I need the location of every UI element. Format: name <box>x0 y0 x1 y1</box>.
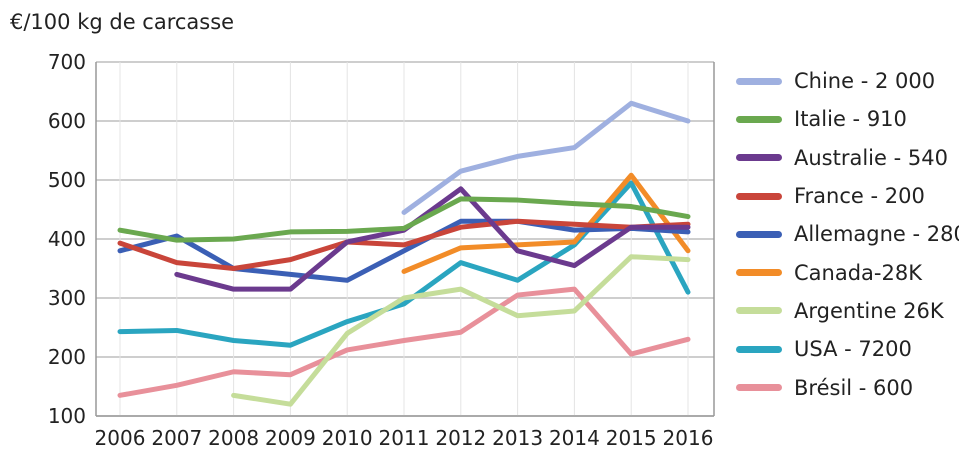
y-tick-label: 700 <box>48 50 86 74</box>
y-tick-label: 300 <box>48 286 86 310</box>
legend-item: Italie - 910 <box>736 100 958 138</box>
series-line <box>117 196 691 243</box>
series-line <box>174 186 691 292</box>
legend-swatch <box>736 384 782 392</box>
legend-label: USA - 7200 <box>794 337 912 362</box>
legend-label: France - 200 <box>794 184 925 209</box>
y-axis-ticks: 100 200 300 400 500 600 700 <box>48 50 86 428</box>
series-line <box>117 218 691 283</box>
x-tick-label: 2012 <box>435 426 486 450</box>
legend-swatch <box>736 192 782 200</box>
y-tick-label: 600 <box>48 109 86 133</box>
series-line <box>117 286 691 398</box>
x-tick-label: 2016 <box>663 426 714 450</box>
x-tick-label: 2014 <box>549 426 600 450</box>
x-tick-label: 2009 <box>265 426 316 450</box>
x-tick-label: 2008 <box>208 426 259 450</box>
x-tick-label: 2006 <box>95 426 146 450</box>
legend-swatch <box>736 230 782 238</box>
x-tick-label: 2010 <box>322 426 373 450</box>
legend-item: Brésil - 600 <box>736 368 958 406</box>
x-tick-label: 2007 <box>151 426 202 450</box>
series-line <box>401 172 691 274</box>
legend-item: Chine - 2 000 <box>736 62 958 100</box>
x-axis-ticks: 2006 2007 2008 2009 2010 2011 2012 2013 2014 2015… <box>95 426 714 450</box>
legend-label: Allemagne - 280 <box>794 222 959 247</box>
legend-label: Brésil - 600 <box>794 375 914 400</box>
legend: Chine - 2 000 Italie - 910 Australie - 540… <box>736 62 959 407</box>
legend-swatch <box>736 115 782 123</box>
legend-swatch <box>736 154 782 162</box>
series-line <box>117 218 691 271</box>
legend-item: USA - 7200 <box>736 330 958 368</box>
legend-swatch <box>736 269 782 277</box>
legend-label: Argentine 26K <box>794 298 944 323</box>
legend-label: Australie - 540 <box>794 145 948 170</box>
legend-item: Allemagne - 280 <box>736 215 959 253</box>
y-tick-label: 500 <box>48 168 86 192</box>
legend-label: Chine - 2 000 <box>794 69 936 94</box>
legend-item: Australie - 540 <box>736 139 958 177</box>
legend-label: Italie - 910 <box>794 107 907 132</box>
y-axis-unit-label: €/100 kg de carcasse <box>10 10 235 34</box>
series-line <box>401 100 691 215</box>
series-lines <box>117 100 691 407</box>
series-line <box>231 254 691 407</box>
y-tick-label: 200 <box>48 345 86 369</box>
legend-label: Canada-28K <box>794 260 922 285</box>
legend-item: Argentine 26K <box>736 292 958 330</box>
legend-swatch <box>736 77 782 85</box>
y-tick-label: 100 <box>48 404 86 428</box>
legend-swatch <box>736 345 782 353</box>
legend-item: Canada-28K <box>736 253 958 291</box>
x-tick-label: 2015 <box>606 426 657 450</box>
x-tick-label: 2011 <box>379 426 430 450</box>
legend-item: France - 200 <box>736 177 958 215</box>
y-tick-label: 400 <box>48 227 86 251</box>
x-tick-label: 2013 <box>492 426 543 450</box>
legend-swatch <box>736 307 782 315</box>
